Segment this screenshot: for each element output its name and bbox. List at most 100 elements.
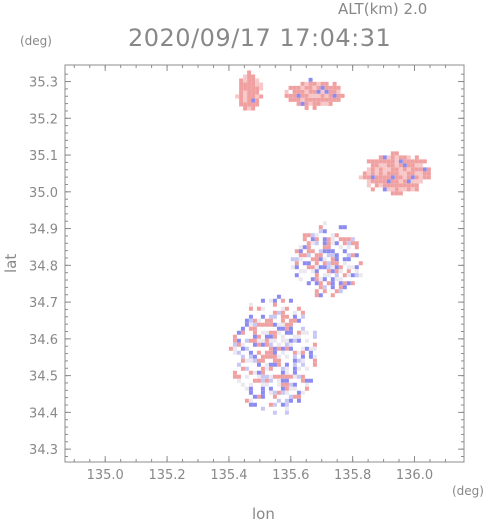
echo-cell [418, 171, 423, 176]
echo-cell [284, 398, 289, 403]
echo-cell [308, 85, 313, 90]
echo-cell [296, 101, 301, 106]
echo-cell [292, 394, 297, 399]
echo-cell [248, 382, 253, 387]
echo-cell [272, 350, 277, 355]
echo-cell [252, 370, 257, 375]
echo-cell [406, 183, 411, 188]
plot-frame [64, 64, 465, 463]
echo-cell [312, 101, 317, 106]
echo-cell [318, 277, 323, 282]
echo-cell [410, 183, 415, 188]
echo-cell [296, 394, 301, 399]
echo-cell [302, 237, 307, 242]
echo-cell [243, 94, 248, 99]
echo-cell [322, 277, 327, 282]
echo-cell [390, 187, 395, 192]
echo-cell [354, 269, 359, 274]
echo-cell [338, 265, 343, 270]
echo-cell [390, 167, 395, 172]
echo-cell [406, 175, 411, 180]
echo-cell [247, 78, 252, 83]
echo-cell [322, 273, 327, 278]
echo-cell [322, 257, 327, 262]
echo-cell [410, 167, 415, 172]
echo-region-mid-cluster [290, 221, 363, 298]
y-tick-label: 34.5 [29, 370, 58, 385]
echo-cell [284, 330, 289, 335]
echo-cell [292, 310, 297, 315]
y-tick-label: 35.2 [29, 112, 58, 127]
echo-cell [382, 159, 387, 164]
echo-cell [326, 253, 331, 258]
echo-cell [324, 85, 329, 90]
echo-cell [308, 346, 313, 351]
echo-cell [304, 85, 309, 90]
echo-cell [366, 183, 371, 188]
echo-cell [252, 330, 257, 335]
echo-cell [243, 106, 248, 111]
echo-cell [346, 253, 351, 258]
echo-cell [334, 233, 339, 238]
echo-cell [414, 183, 419, 188]
echo-cell [322, 289, 327, 294]
echo-cell [328, 101, 333, 106]
echo-cell [350, 241, 355, 246]
echo-cell [426, 171, 431, 176]
echo-cell [280, 390, 285, 395]
echo-cell [304, 93, 309, 98]
echo-cell [316, 81, 321, 86]
echo-cell [354, 245, 359, 250]
echo-cell [414, 187, 419, 192]
echo-cell [336, 85, 341, 90]
echo-cell [362, 175, 367, 180]
echo-cell [255, 90, 260, 95]
echo-cell [248, 370, 253, 375]
echo-cell [308, 101, 313, 106]
echo-cell [334, 273, 339, 278]
echo-cell [386, 179, 391, 184]
x-tick-label: 135.2 [148, 468, 185, 483]
echo-cell [251, 90, 256, 95]
echo-cell [312, 97, 317, 102]
echo-cell [414, 155, 419, 160]
echo-cell [394, 155, 399, 160]
echo-cell [398, 175, 403, 180]
echo-cell [320, 97, 325, 102]
echo-cell [426, 167, 431, 172]
echo-cell [272, 394, 277, 399]
echo-cell [243, 74, 248, 79]
echo-cell [272, 310, 277, 315]
echo-cell [330, 237, 335, 242]
echo-cell [314, 265, 319, 270]
echo-cell [338, 245, 343, 250]
echo-cell [280, 326, 285, 331]
echo-cell [264, 342, 269, 347]
echo-cell [310, 241, 315, 246]
echo-cell [406, 159, 411, 164]
echo-cell [414, 179, 419, 184]
echo-cell [318, 225, 323, 230]
echo-cell [422, 175, 427, 180]
y-tick-label: 34.8 [29, 259, 58, 274]
echo-cell [370, 171, 375, 176]
echo-cell [288, 386, 293, 391]
echo-cell [240, 358, 245, 363]
echo-cell [284, 390, 289, 395]
echo-cell [248, 386, 253, 391]
echo-cell [300, 378, 305, 383]
echo-cell [255, 94, 260, 99]
echo-cell [390, 175, 395, 180]
echo-cell [268, 330, 273, 335]
echo-cell [326, 237, 331, 242]
echo-cell [394, 175, 399, 180]
echo-cell [338, 237, 343, 242]
echo-cell [272, 362, 277, 367]
echo-cell [300, 354, 305, 359]
echo-cell [386, 171, 391, 176]
echo-cell [410, 175, 415, 180]
echo-cell [402, 155, 407, 160]
echo-cell [284, 366, 289, 371]
echo-cell [330, 269, 335, 274]
echo-cell [330, 285, 335, 290]
